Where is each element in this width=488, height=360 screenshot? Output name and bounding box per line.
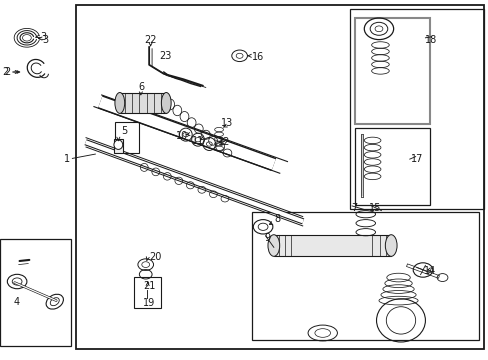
Text: 13: 13 (221, 118, 233, 128)
Text: 18: 18 (425, 35, 437, 45)
Text: 15: 15 (368, 203, 381, 213)
Text: 11: 11 (191, 136, 203, 146)
Bar (120, 93, 166, 113)
Text: 23: 23 (159, 51, 171, 61)
Bar (273, 235, 390, 256)
Text: 1: 1 (63, 154, 70, 165)
Text: 21: 21 (142, 281, 155, 291)
Text: 16: 16 (251, 51, 264, 62)
Bar (354, 128, 429, 205)
Ellipse shape (115, 93, 124, 113)
Bar (134, 277, 161, 308)
Bar (354, 18, 429, 124)
Bar (114, 139, 122, 153)
Text: 9: 9 (264, 233, 270, 243)
Ellipse shape (267, 235, 279, 256)
Bar (115, 122, 139, 153)
Bar (251, 212, 478, 340)
Text: 3: 3 (42, 35, 49, 45)
Bar (76, 5, 483, 349)
Text: 10: 10 (176, 131, 188, 141)
Text: 19: 19 (142, 298, 155, 308)
Text: 5: 5 (121, 126, 127, 136)
Text: 4: 4 (14, 297, 20, 307)
Text: 22: 22 (144, 35, 157, 45)
Text: 7: 7 (350, 203, 357, 213)
Ellipse shape (114, 140, 122, 149)
Text: 2: 2 (2, 67, 9, 77)
Text: 20: 20 (149, 252, 161, 262)
Bar (0, 239, 71, 346)
Text: 14: 14 (424, 266, 436, 276)
Ellipse shape (161, 93, 171, 113)
Text: 17: 17 (410, 154, 422, 164)
Text: 6: 6 (138, 82, 144, 93)
Text: 12: 12 (217, 137, 229, 147)
Bar (349, 9, 483, 209)
Ellipse shape (385, 235, 396, 256)
Text: 8: 8 (274, 214, 281, 224)
Text: 2: 2 (4, 67, 10, 77)
Text: 3: 3 (41, 32, 47, 42)
